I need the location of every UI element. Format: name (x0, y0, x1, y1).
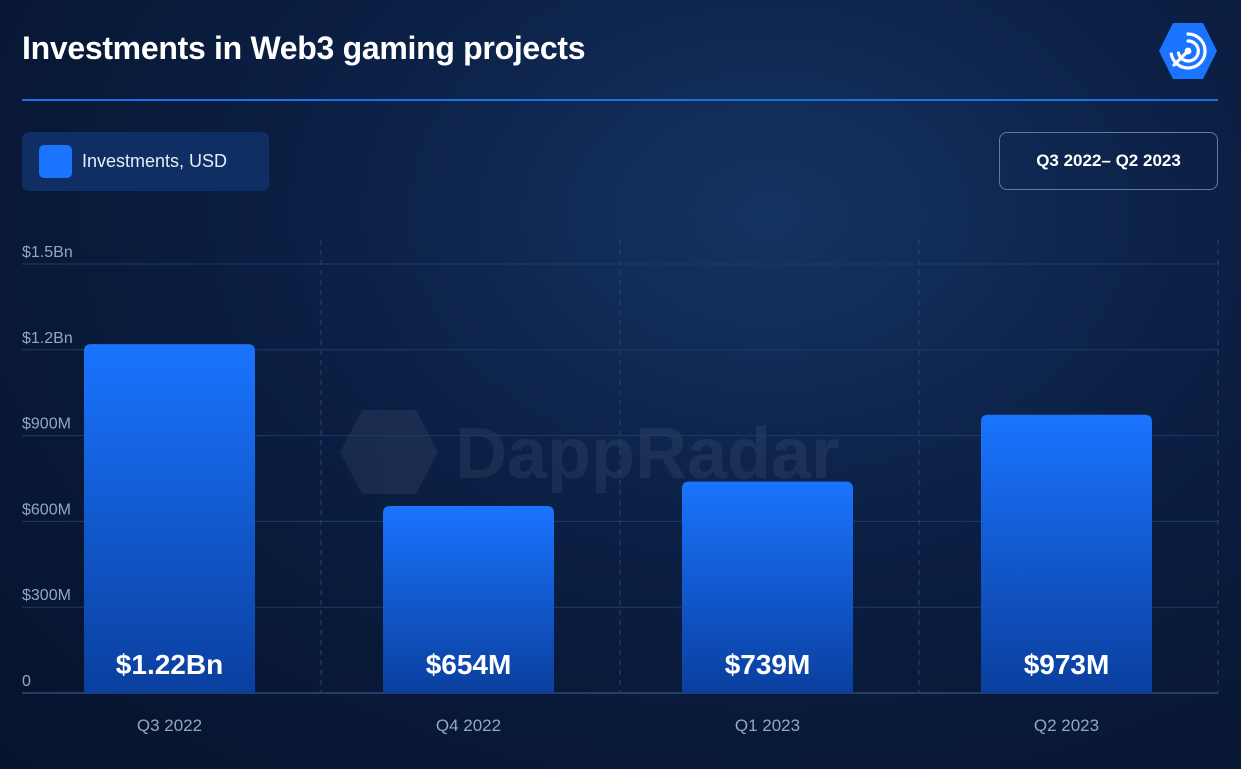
x-tick-label: Q4 2022 (436, 716, 501, 735)
y-tick-label: $1.2Bn (22, 330, 73, 347)
x-tick-label: Q3 2022 (137, 716, 202, 735)
bar[interactable] (383, 505, 554, 693)
y-tick-label: $900M (22, 416, 71, 433)
bar-value-label: $654M (426, 649, 512, 680)
legend-swatch (39, 145, 72, 178)
x-tick-label: Q2 2023 (1034, 716, 1099, 735)
bar[interactable] (981, 414, 1152, 693)
dappradar-logo-icon (1159, 23, 1217, 79)
watermark-text: DappRadar (455, 414, 839, 494)
bar-value-label: $739M (725, 649, 811, 680)
bar[interactable] (682, 481, 853, 693)
bar-value-label: $973M (1024, 649, 1110, 680)
x-tick-label: Q1 2023 (735, 716, 800, 735)
y-tick-label: 0 (22, 673, 31, 690)
chart-title: Investments in Web3 gaming projects (22, 30, 586, 66)
y-tick-label: $300M (22, 587, 71, 604)
y-tick-label: $600M (22, 501, 71, 518)
legend: Investments, USD (22, 132, 269, 191)
watermark: DappRadar (340, 410, 839, 494)
legend-label: Investments, USD (82, 151, 228, 171)
bar-value-label: $1.22Bn (116, 649, 223, 680)
bar[interactable] (84, 344, 255, 693)
y-tick-label: $1.5Bn (22, 244, 73, 261)
period-range-button[interactable]: Q3 2022– Q2 2023 (999, 132, 1218, 190)
header-divider (22, 99, 1218, 101)
